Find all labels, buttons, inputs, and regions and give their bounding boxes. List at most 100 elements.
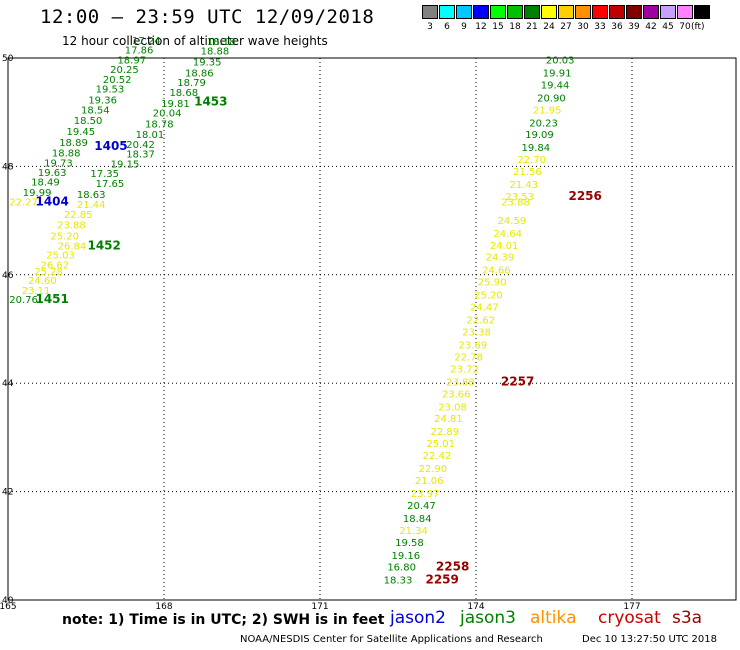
wave-height-label: 23.38 xyxy=(462,328,491,339)
map-title: 12:00 – 23:59 UTC 12/09/2018 xyxy=(40,6,375,28)
colorbar-label: 39 xyxy=(628,22,640,32)
pass-time-label: 1405 xyxy=(94,139,127,153)
legend-s3a: s3a xyxy=(672,608,703,628)
wave-height-label: 24.60 xyxy=(28,276,57,287)
colorbar-label: 6 xyxy=(444,22,450,32)
colorbar-label: 18 xyxy=(509,22,521,32)
lon-tick-label: 174 xyxy=(467,602,484,612)
wave-height-label: 18.54 xyxy=(81,105,110,116)
wave-height-label: 24.81 xyxy=(434,414,463,425)
colorbar-swatch xyxy=(609,5,625,19)
colorbar-swatch xyxy=(473,5,489,19)
wave-height-label: 21.34 xyxy=(399,526,428,537)
colorbar-label: 21 xyxy=(526,22,538,32)
colorbar-swatch xyxy=(558,5,574,19)
colorbar-swatch xyxy=(677,5,693,19)
map-subtitle: 12 hour collection of altimeter wave hei… xyxy=(62,34,328,48)
wave-height-label: 22.90 xyxy=(419,464,448,475)
wave-height-label: 23.88 xyxy=(57,221,86,232)
wave-height-label: 22.62 xyxy=(466,316,495,327)
wave-height-label: 24.47 xyxy=(470,303,499,314)
wave-height-label: 23.66 xyxy=(442,389,471,400)
wave-height-label: 23.08 xyxy=(438,402,467,413)
wave-height-label: 20.04 xyxy=(153,109,182,120)
wave-height-label: 23.88 xyxy=(446,377,475,388)
wave-height-label: 18.88 xyxy=(201,47,230,58)
wave-height-label: 18.68 xyxy=(169,88,198,99)
lon-tick-label: 165 xyxy=(0,602,17,612)
wave-height-label: 20.23 xyxy=(529,118,558,129)
lat-tick-label: 48 xyxy=(2,162,14,172)
wave-height-label: 22.85 xyxy=(64,210,93,221)
colorbar-swatch xyxy=(643,5,659,19)
wave-height-label: 18.49 xyxy=(31,177,60,188)
wave-height-label: 20.03 xyxy=(546,55,575,66)
wave-height-label: 22.42 xyxy=(423,451,452,462)
wave-height-label: 20.25 xyxy=(110,65,139,76)
wave-height-label: 25.20 xyxy=(474,291,503,302)
colorbar-swatch xyxy=(660,5,676,19)
colorbar-label: 12 xyxy=(475,22,487,32)
pass-time-label: 2257 xyxy=(501,374,534,388)
wave-height-label: 19.99 xyxy=(23,188,52,199)
wave-height-label: 18.63 xyxy=(77,190,106,201)
colorbar-swatch xyxy=(592,5,608,19)
wave-height-label: 23.72 xyxy=(450,364,479,375)
colorbar-swatch xyxy=(490,5,506,19)
wave-height-label: 19.63 xyxy=(38,168,67,179)
colorbar-label: 42 xyxy=(645,22,657,32)
wave-height-label: 19.45 xyxy=(66,127,95,138)
wave-height-label: 22.27 xyxy=(9,197,38,208)
wave-height-label: 18.01 xyxy=(136,130,165,141)
wave-height-label: 23.69 xyxy=(459,341,488,352)
colorbar-swatch xyxy=(626,5,642,19)
note-text: note: 1) Time is in UTC; 2) SWH is in fe… xyxy=(62,612,385,628)
wave-height-label: 22.89 xyxy=(430,427,459,438)
wave-height-label: 18.86 xyxy=(185,68,214,79)
wave-height-label: 17.86 xyxy=(125,46,154,57)
wave-height-label: 18.88 xyxy=(52,149,81,160)
wave-height-label: 22.70 xyxy=(517,155,546,166)
wave-height-label: 19.73 xyxy=(44,158,73,169)
wave-height-label: 19.09 xyxy=(525,130,554,141)
wave-height-label: 17.24 xyxy=(132,36,161,47)
colorbar-swatch xyxy=(507,5,523,19)
wave-height-label: 19.44 xyxy=(541,80,570,91)
wave-height-label: 18.33 xyxy=(384,576,413,587)
wave-height-label: 25.20 xyxy=(50,232,79,243)
wave-height-label: 17.35 xyxy=(90,169,119,180)
wave-height-label: 21.43 xyxy=(510,180,539,191)
wave-height-label: 16.80 xyxy=(387,563,416,574)
lon-tick-label: 168 xyxy=(155,602,172,612)
wave-height-label: 26.62 xyxy=(40,260,69,271)
wave-height-label: 20.76 xyxy=(9,295,38,306)
wave-height-label: 18.50 xyxy=(74,116,103,127)
wave-height-label: 18.78 xyxy=(145,119,174,130)
wave-height-label: 18.84 xyxy=(403,514,432,525)
pass-time-label: 2258 xyxy=(436,560,469,574)
pass-time-label: 1452 xyxy=(87,238,120,252)
wave-height-label: 20.90 xyxy=(537,93,566,104)
lon-tick-label: 177 xyxy=(623,602,640,612)
map-frame xyxy=(7,57,737,601)
lat-tick-label: 50 xyxy=(2,54,14,64)
wave-height-label: 19.84 xyxy=(521,143,550,154)
pass-time-label: 1451 xyxy=(35,292,68,306)
wave-height-label: 21.06 xyxy=(415,476,444,487)
colorbar-label: 70 xyxy=(679,22,691,32)
wave-height-label: 23.88 xyxy=(501,197,530,208)
legend-jason2: jason2 xyxy=(390,608,446,628)
lat-tick-label: 46 xyxy=(2,271,14,281)
wave-height-label: 26.84 xyxy=(58,241,87,252)
colorbar-label: 3 xyxy=(427,22,433,32)
colorbar-label: 15 xyxy=(492,22,504,32)
colorbar-label: 9 xyxy=(461,22,467,32)
wave-height-label: 23.53 xyxy=(505,192,534,203)
colorbar-label: 36 xyxy=(611,22,623,32)
pass-time-label: 1453 xyxy=(194,95,227,109)
wave-height-label: 19.53 xyxy=(96,85,125,96)
wave-height-label: 18.89 xyxy=(59,138,88,149)
wave-height-label: 24.59 xyxy=(498,216,527,227)
lat-tick-label: 44 xyxy=(2,379,14,389)
wave-height-label: 18.18 xyxy=(207,37,236,48)
